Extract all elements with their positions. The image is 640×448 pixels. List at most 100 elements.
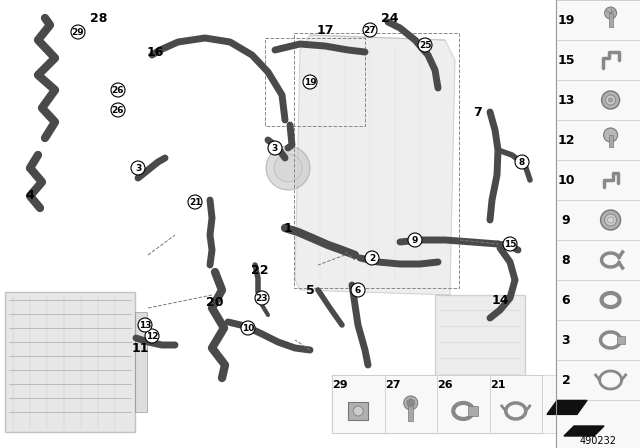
Text: 20: 20 — [206, 296, 224, 309]
Text: 24: 24 — [381, 12, 399, 25]
Bar — [468, 406, 478, 416]
Text: 10: 10 — [242, 323, 254, 332]
Text: 10: 10 — [557, 173, 575, 186]
Circle shape — [418, 38, 432, 52]
Bar — [294, 33, 459, 288]
Bar — [556, 400, 640, 448]
Text: 12: 12 — [146, 332, 158, 340]
Circle shape — [607, 217, 614, 223]
Text: 29: 29 — [72, 27, 84, 36]
Circle shape — [404, 396, 418, 410]
Text: 25: 25 — [419, 40, 431, 49]
Text: 2: 2 — [562, 374, 570, 387]
Circle shape — [353, 406, 364, 416]
Bar — [556, 0, 640, 448]
Bar — [408, 403, 413, 421]
Text: 8: 8 — [519, 158, 525, 167]
Text: 26: 26 — [437, 380, 453, 390]
Bar — [435, 295, 525, 395]
Circle shape — [503, 237, 517, 251]
Text: 26: 26 — [112, 86, 124, 95]
Circle shape — [274, 154, 302, 182]
Text: 11: 11 — [131, 341, 148, 354]
Circle shape — [111, 103, 125, 117]
Circle shape — [268, 141, 282, 155]
Text: 3: 3 — [562, 333, 570, 346]
Circle shape — [609, 98, 612, 102]
Text: 16: 16 — [147, 46, 164, 59]
Bar — [490, 375, 542, 433]
Text: 19: 19 — [557, 13, 575, 26]
Bar — [556, 360, 640, 400]
Bar — [556, 120, 640, 160]
Text: 27: 27 — [385, 380, 400, 390]
Circle shape — [408, 233, 422, 247]
Circle shape — [515, 155, 529, 169]
Circle shape — [602, 91, 620, 109]
Circle shape — [188, 195, 202, 209]
Bar — [556, 200, 640, 240]
Bar — [265, 38, 365, 126]
Bar — [616, 336, 625, 344]
Text: 1: 1 — [284, 221, 292, 234]
Bar — [609, 135, 612, 147]
Bar — [556, 320, 640, 360]
Text: 6: 6 — [355, 285, 361, 294]
Text: 21: 21 — [490, 380, 505, 390]
Circle shape — [131, 161, 145, 175]
Text: 8: 8 — [562, 254, 570, 267]
Bar — [556, 240, 640, 280]
Bar — [556, 0, 640, 40]
Bar — [556, 80, 640, 120]
Circle shape — [363, 23, 377, 37]
Text: 9: 9 — [412, 236, 418, 245]
Polygon shape — [295, 35, 455, 295]
Circle shape — [255, 291, 269, 305]
Text: 13: 13 — [139, 320, 151, 329]
Text: 2: 2 — [369, 254, 375, 263]
Text: 15: 15 — [504, 240, 516, 249]
Bar — [556, 280, 640, 320]
Circle shape — [605, 95, 616, 105]
Text: 17: 17 — [316, 23, 333, 36]
Text: 23: 23 — [256, 293, 268, 302]
Bar — [556, 160, 640, 200]
Circle shape — [71, 25, 85, 39]
Circle shape — [138, 318, 152, 332]
Text: 22: 22 — [252, 263, 269, 276]
Circle shape — [351, 283, 365, 297]
Text: 15: 15 — [557, 53, 575, 66]
Circle shape — [145, 329, 159, 343]
Text: 490232: 490232 — [579, 436, 616, 446]
Circle shape — [605, 214, 616, 226]
Circle shape — [111, 83, 125, 97]
Circle shape — [241, 321, 255, 335]
Text: 6: 6 — [562, 293, 570, 306]
Bar — [542, 375, 556, 433]
Text: 14: 14 — [492, 293, 509, 306]
Text: 3: 3 — [135, 164, 141, 172]
Text: 27: 27 — [364, 26, 376, 34]
Circle shape — [605, 7, 616, 19]
Circle shape — [303, 75, 317, 89]
Text: 12: 12 — [557, 134, 575, 146]
Text: 26: 26 — [112, 105, 124, 115]
Bar — [135, 312, 147, 412]
Text: 9: 9 — [562, 214, 570, 227]
Bar — [332, 375, 542, 433]
Polygon shape — [547, 401, 587, 414]
Text: 21: 21 — [189, 198, 201, 207]
Text: 19: 19 — [304, 78, 316, 86]
Bar — [5, 292, 135, 432]
Circle shape — [600, 210, 621, 230]
Bar — [556, 40, 640, 80]
Text: 7: 7 — [474, 105, 483, 119]
Text: 5: 5 — [306, 284, 314, 297]
Bar — [348, 402, 368, 420]
Bar — [332, 375, 385, 433]
Circle shape — [604, 128, 618, 142]
Circle shape — [365, 251, 379, 265]
Text: 3: 3 — [272, 143, 278, 152]
Bar — [385, 375, 437, 433]
Text: 28: 28 — [90, 12, 108, 25]
